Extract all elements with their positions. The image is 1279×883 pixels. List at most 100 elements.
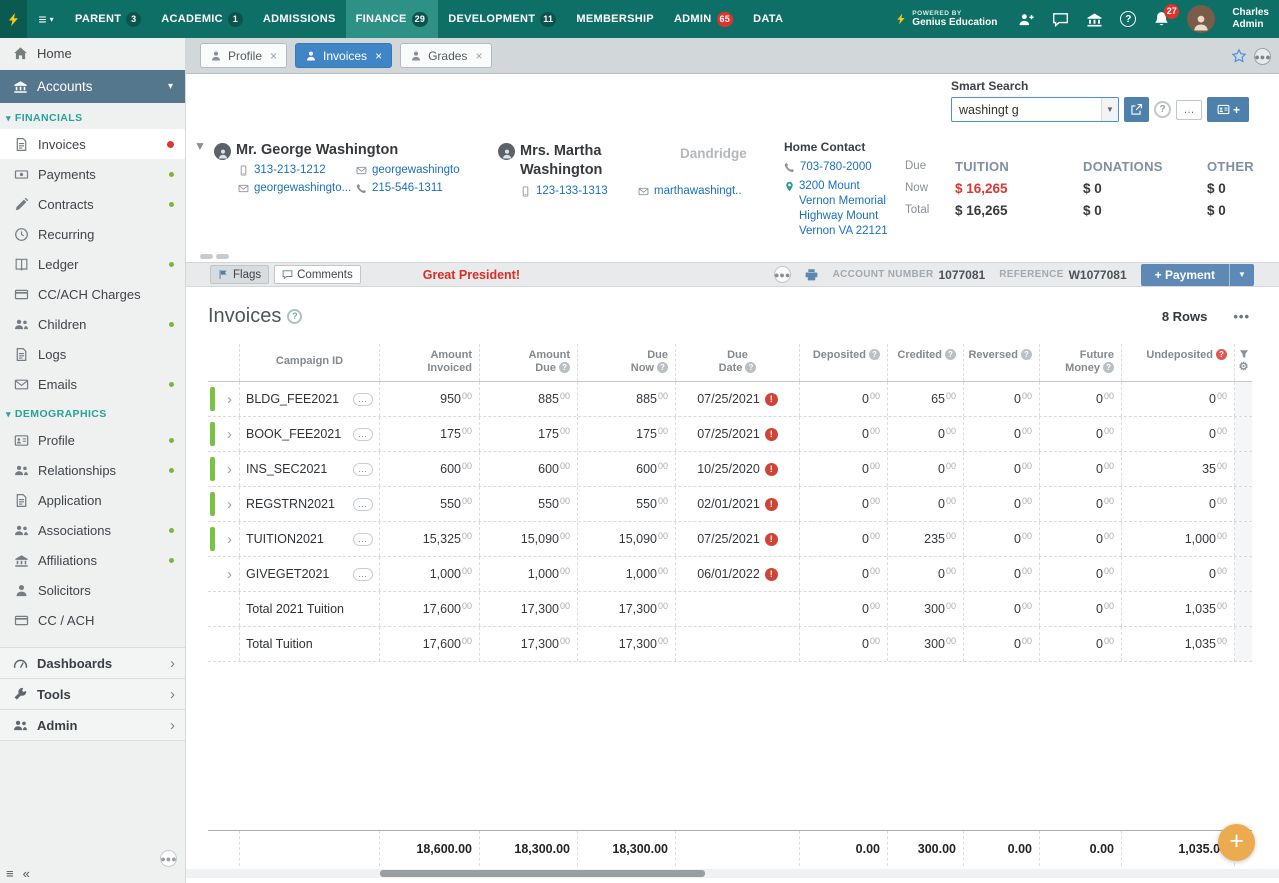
invoice-row[interactable]: ›TUITION2021…15,3250015,0900015,0900007/… — [208, 522, 1252, 557]
row-expander[interactable]: › — [208, 487, 240, 521]
email-link[interactable]: georgewashingto... — [254, 182, 351, 194]
column-header-due-now[interactable]: DueNow? — [578, 344, 676, 381]
row-menu-button[interactable]: … — [353, 568, 373, 581]
notifications-button[interactable]: 27 — [1153, 11, 1170, 28]
sidebar-item-application[interactable]: Application — [0, 485, 185, 515]
column-header-reversed[interactable]: Reversed? — [964, 344, 1040, 381]
collapse-sidebar-button[interactable]: « — [23, 866, 30, 881]
column-header-future-money[interactable]: FutureMoney? — [1040, 344, 1122, 381]
add-payment-button[interactable]: + Payment ▼ — [1141, 264, 1254, 286]
column-header-undeposited[interactable]: Undeposited? — [1122, 344, 1235, 381]
search-dropdown-button[interactable]: ▼ — [1101, 98, 1118, 121]
nav-item-academic[interactable]: ACADEMIC1 — [151, 0, 253, 38]
nav-item-admin[interactable]: ADMIN65 — [664, 0, 743, 38]
row-expander[interactable]: › — [208, 557, 240, 591]
messages-button[interactable] — [1052, 11, 1069, 28]
column-help-icon[interactable]: ? — [657, 362, 668, 373]
tab-invoices[interactable]: Invoices × — [295, 43, 392, 68]
tabbar-more-button[interactable]: ●●● — [1254, 48, 1271, 65]
nav-item-development[interactable]: DEVELOPMENT11 — [438, 0, 566, 38]
sidebar-item-tools[interactable]: Tools› — [0, 679, 185, 710]
sidebar-item-home[interactable]: Home — [0, 38, 185, 68]
search-more-button[interactable]: … — [1176, 100, 1202, 120]
sidebar-item-children[interactable]: Children — [0, 309, 185, 339]
row-menu-button[interactable]: … — [353, 498, 373, 511]
invoice-row[interactable]: ›BLDG_FEE2021…95000885008850007/25/2021!… — [208, 382, 1252, 417]
sidebar-item-recurring[interactable]: Recurring — [0, 219, 185, 249]
column-help-icon[interactable]: ? — [559, 362, 570, 373]
sidebar-item-cc-ach-charges[interactable]: CC/ACH Charges — [0, 279, 185, 309]
menu-icon[interactable]: ≡ — [6, 866, 14, 881]
row-expander[interactable]: › — [208, 382, 240, 416]
open-account-button[interactable] — [1124, 97, 1149, 122]
column-header-amount-due[interactable]: AmountDue? — [480, 344, 578, 381]
column-header-credited[interactable]: Credited? — [888, 344, 964, 381]
row-expander[interactable]: › — [208, 452, 240, 486]
flags-button[interactable]: Flags — [210, 265, 269, 284]
nav-item-data[interactable]: DATA — [743, 0, 793, 38]
sidebar-item-accounts[interactable]: Accounts ▾ — [0, 70, 185, 103]
row-menu-button[interactable]: … — [353, 393, 373, 406]
nav-item-parent[interactable]: PARENT3 — [65, 0, 151, 38]
sidebar-item-affiliations[interactable]: Affiliations — [0, 545, 185, 575]
invoices-more-button[interactable]: ••• — [1233, 309, 1250, 324]
row-expander[interactable]: › — [208, 417, 240, 451]
phone-link[interactable]: 123-133-1313 — [536, 185, 608, 197]
sidebar-item-logs[interactable]: Logs — [0, 339, 185, 369]
horizontal-scrollbar[interactable] — [186, 869, 1279, 878]
sidebar-item-admin[interactable]: Admin› — [0, 710, 185, 741]
user-name[interactable]: Charles Admin — [1232, 7, 1269, 31]
sidebar-item-dashboards[interactable]: Dashboards› — [0, 648, 185, 679]
search-help-button[interactable]: ? — [1154, 101, 1171, 118]
total-row[interactable]: Total 2021 Tuition17,6000017,3000017,300… — [208, 592, 1252, 627]
sidebar-more-button[interactable]: ●●● — [160, 850, 177, 867]
sidebar-section-financials[interactable]: ▾FINANCIALS — [0, 103, 185, 129]
sidebar-item-payments[interactable]: Payments — [0, 159, 185, 189]
column-help-icon[interactable]: ? — [1216, 349, 1227, 360]
address-link[interactable]: 3200 Mount Vernon Memorial Highway Mount… — [799, 179, 888, 239]
sidebar-item-ledger[interactable]: Ledger — [0, 249, 185, 279]
sidebar-item-contracts[interactable]: Contracts — [0, 189, 185, 219]
print-button[interactable] — [804, 268, 819, 282]
invoices-help-button[interactable]: ? — [287, 309, 302, 324]
row-menu-button[interactable]: … — [353, 533, 373, 546]
toolbar-more-button[interactable]: ●●● — [774, 266, 791, 283]
sidebar-item-profile[interactable]: Profile — [0, 425, 185, 455]
row-expander[interactable]: › — [208, 522, 240, 556]
gear-icon[interactable]: ⚙ — [1239, 362, 1249, 373]
invoice-row[interactable]: ›BOOK_FEE2021…17500175001750007/25/2021!… — [208, 417, 1252, 452]
phone-link[interactable]: 703-780-2000 — [800, 161, 872, 173]
sidebar-section-demographics[interactable]: ▾DEMOGRAPHICS — [0, 399, 185, 425]
sidebar-item-associations[interactable]: Associations — [0, 515, 185, 545]
nav-item-finance[interactable]: FINANCE29 — [346, 0, 439, 38]
tab-profile[interactable]: Profile × — [200, 43, 287, 68]
organization-button[interactable] — [1086, 11, 1103, 28]
smart-search-input[interactable] — [951, 97, 1119, 122]
phone-link[interactable]: 313-213-1212 — [254, 164, 326, 176]
add-account-button[interactable]: + — [1207, 97, 1249, 122]
main-menu-button[interactable]: ≡▾ — [27, 0, 65, 38]
nav-item-membership[interactable]: MEMBERSHIP — [566, 0, 664, 38]
filter-icon[interactable] — [1239, 349, 1249, 359]
row-menu-button[interactable]: … — [353, 428, 373, 441]
column-help-icon[interactable]: ? — [745, 362, 756, 373]
close-icon[interactable]: × — [475, 49, 482, 63]
column-header-campaign-id[interactable]: Campaign ID — [240, 344, 380, 381]
app-logo[interactable] — [0, 0, 27, 38]
column-header-deposited[interactable]: Deposited? — [800, 344, 888, 381]
column-header-amount-invoiced[interactable]: AmountInvoiced — [380, 344, 480, 381]
sidebar-item-invoices[interactable]: Invoices — [0, 129, 185, 159]
email-link[interactable]: marthawashingt.. — [654, 185, 742, 197]
scrollbar-thumb[interactable] — [380, 870, 705, 877]
tab-grades[interactable]: Grades × — [400, 43, 492, 68]
comments-button[interactable]: Comments — [274, 265, 361, 284]
invoice-row[interactable]: ›REGSTRN2021…55000550005500002/01/2021!0… — [208, 487, 1252, 522]
close-icon[interactable]: × — [270, 49, 277, 63]
column-help-icon[interactable]: ? — [869, 349, 880, 360]
column-header-due-date[interactable]: DueDate? — [676, 344, 800, 381]
payment-dropdown-button[interactable]: ▼ — [1229, 264, 1254, 286]
favorite-button[interactable] — [1231, 48, 1247, 64]
close-icon[interactable]: × — [375, 49, 382, 63]
column-help-icon[interactable]: ? — [945, 349, 956, 360]
splitter-handle[interactable] — [200, 254, 213, 259]
